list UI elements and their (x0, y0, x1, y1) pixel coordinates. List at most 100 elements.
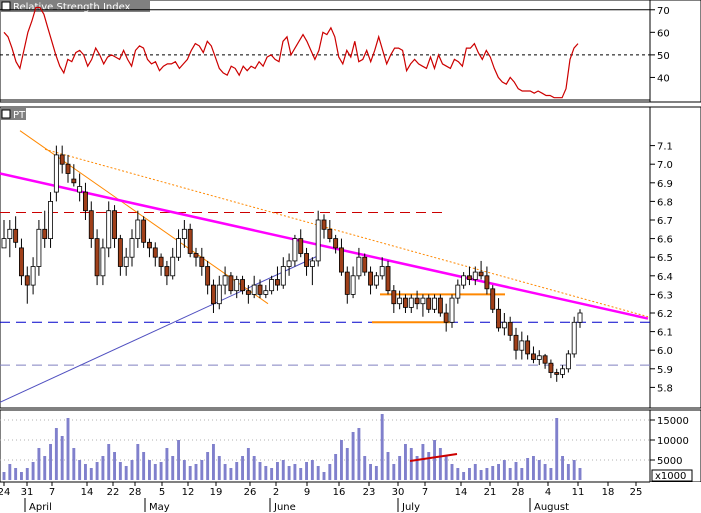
candle-body (36, 228, 42, 267)
candle-body (263, 290, 269, 295)
candle-body (216, 284, 222, 305)
volume-bar (380, 414, 384, 480)
volume-bar (310, 460, 314, 480)
trend-line-purple (0, 255, 319, 403)
volume-bar (14, 468, 18, 480)
x-day-label: 4 (545, 487, 551, 498)
volume-bar (177, 440, 180, 480)
volume-bar (526, 458, 530, 480)
trend-line-orange-dotted (44, 148, 649, 318)
price-tick-label: 6.1 (657, 328, 673, 339)
volume-bar (491, 466, 495, 480)
volume-bar (72, 448, 76, 480)
price-tick-label: 6.9 (657, 179, 673, 190)
price-tick-label: 6.3 (657, 290, 673, 301)
volume-bar (8, 464, 12, 480)
volume-bar (328, 464, 332, 480)
candle-body (467, 275, 472, 280)
volume-tick-label: 5000 (657, 456, 682, 467)
rsi-series-line (3, 6, 579, 99)
volume-bar (409, 448, 413, 480)
volume-bar (572, 460, 576, 480)
x-day-label: 14 (455, 487, 468, 498)
volume-bar (60, 436, 64, 480)
volume-bar (456, 468, 460, 480)
volume-bar (438, 448, 442, 480)
volume-bar (392, 464, 396, 480)
volume-bar (578, 468, 582, 480)
candle-body (478, 271, 484, 277)
candle-body (344, 271, 350, 295)
rsi-title: Relative Strength Index (13, 2, 131, 13)
candle-body (71, 178, 77, 184)
volume-bar (89, 468, 93, 480)
volume-bar (479, 470, 483, 480)
volume-bar (165, 448, 169, 480)
volume-bar (316, 466, 320, 480)
candle-body (187, 228, 193, 254)
rsi-panel-frame (0, 0, 701, 103)
candle-body (7, 228, 13, 240)
volume-bar (485, 468, 489, 480)
volume-bar (340, 440, 343, 480)
volume-bar (281, 460, 285, 480)
candle-body (94, 238, 100, 277)
candle-body (100, 247, 106, 277)
volume-bar (473, 464, 477, 480)
volume-bar (43, 456, 47, 480)
volume-bar (322, 472, 326, 480)
price-tick-label: 6.5 (657, 253, 673, 264)
price-title: PT (13, 110, 26, 121)
volume-bar (101, 456, 105, 480)
candle-body (321, 219, 327, 230)
volume-bar (235, 462, 239, 480)
x-day-label: 19 (210, 487, 223, 498)
candle-body (228, 275, 234, 292)
candle-body (560, 368, 565, 375)
x-axis-day-labels: 24 31 7 14 22 28 5 12 19 26 2 9 16 23 30 7 14 21 28 4 11 18 25 (0, 482, 642, 498)
volume-bar (212, 444, 215, 480)
candle-body (414, 297, 420, 305)
candle-body (205, 266, 211, 286)
candle-body (542, 355, 548, 364)
x-axis-month-labels: April May June July August (24, 498, 569, 513)
volume-bar (514, 462, 518, 480)
volume-bar (142, 452, 146, 480)
candle-body (240, 279, 245, 292)
candle-body (327, 228, 333, 240)
candle-body (269, 279, 275, 292)
x-month-label: May (149, 502, 170, 513)
candle-body (147, 241, 152, 249)
volume-panel-frame (0, 409, 701, 483)
candle-body (426, 297, 432, 310)
volume-bar (415, 456, 419, 480)
candle-body (309, 260, 315, 267)
volume-bar (113, 452, 116, 480)
candle-body (83, 191, 88, 212)
price-tick-label: 6.0 (657, 346, 673, 357)
volume-bar (374, 466, 378, 480)
x-day-label: 9 (304, 487, 310, 498)
volume-bar (345, 448, 349, 480)
candle-body (1, 238, 7, 249)
rsi-title-bar[interactable] (0, 0, 150, 12)
candle-body (24, 275, 30, 286)
candle-body (199, 256, 205, 267)
candle-body (368, 271, 373, 286)
candle-body (112, 210, 117, 239)
volume-bar (159, 462, 163, 480)
volume-bar (66, 418, 70, 480)
candle-body (571, 321, 577, 355)
rsi-axis-ticks: 40 50 60 70 (650, 6, 670, 84)
volume-bar (287, 466, 291, 480)
candle-body (507, 321, 513, 336)
candle-body (211, 284, 216, 305)
volume-bar (78, 460, 82, 480)
candle-body (420, 297, 426, 305)
volume-bar (369, 464, 372, 480)
rsi-tick-label: 70 (657, 6, 670, 17)
volume-bar (264, 466, 268, 480)
volume-bar (136, 444, 140, 480)
volume-bar (421, 444, 425, 480)
